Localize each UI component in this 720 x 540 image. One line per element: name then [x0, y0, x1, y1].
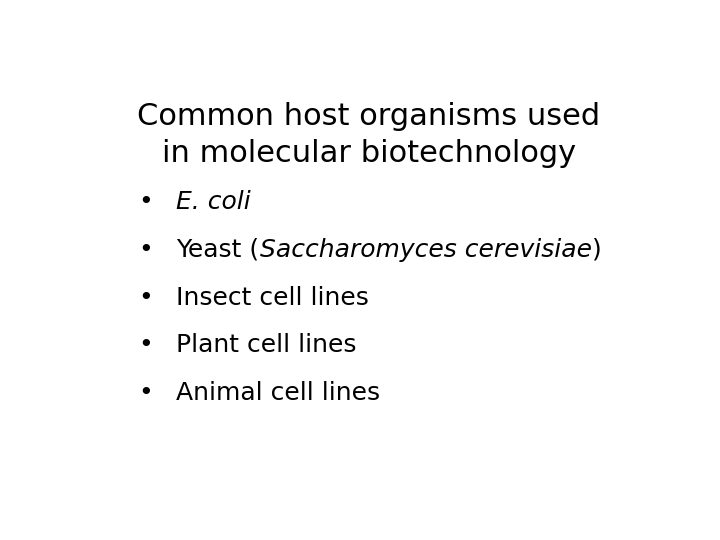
Text: •: •: [138, 286, 153, 309]
Text: Plant cell lines: Plant cell lines: [176, 334, 357, 357]
Text: •: •: [138, 334, 153, 357]
Text: •: •: [138, 238, 153, 262]
Text: E. coli: E. coli: [176, 190, 251, 214]
Text: Insect cell lines: Insect cell lines: [176, 286, 369, 309]
Text: •: •: [138, 381, 153, 406]
Text: Saccharomyces cerevisiae: Saccharomyces cerevisiae: [260, 238, 592, 262]
Text: ): ): [592, 238, 601, 262]
Text: Yeast (: Yeast (: [176, 238, 260, 262]
Text: Common host organisms used
in molecular biotechnology: Common host organisms used in molecular …: [138, 102, 600, 168]
Text: •: •: [138, 190, 153, 214]
Text: Animal cell lines: Animal cell lines: [176, 381, 381, 406]
